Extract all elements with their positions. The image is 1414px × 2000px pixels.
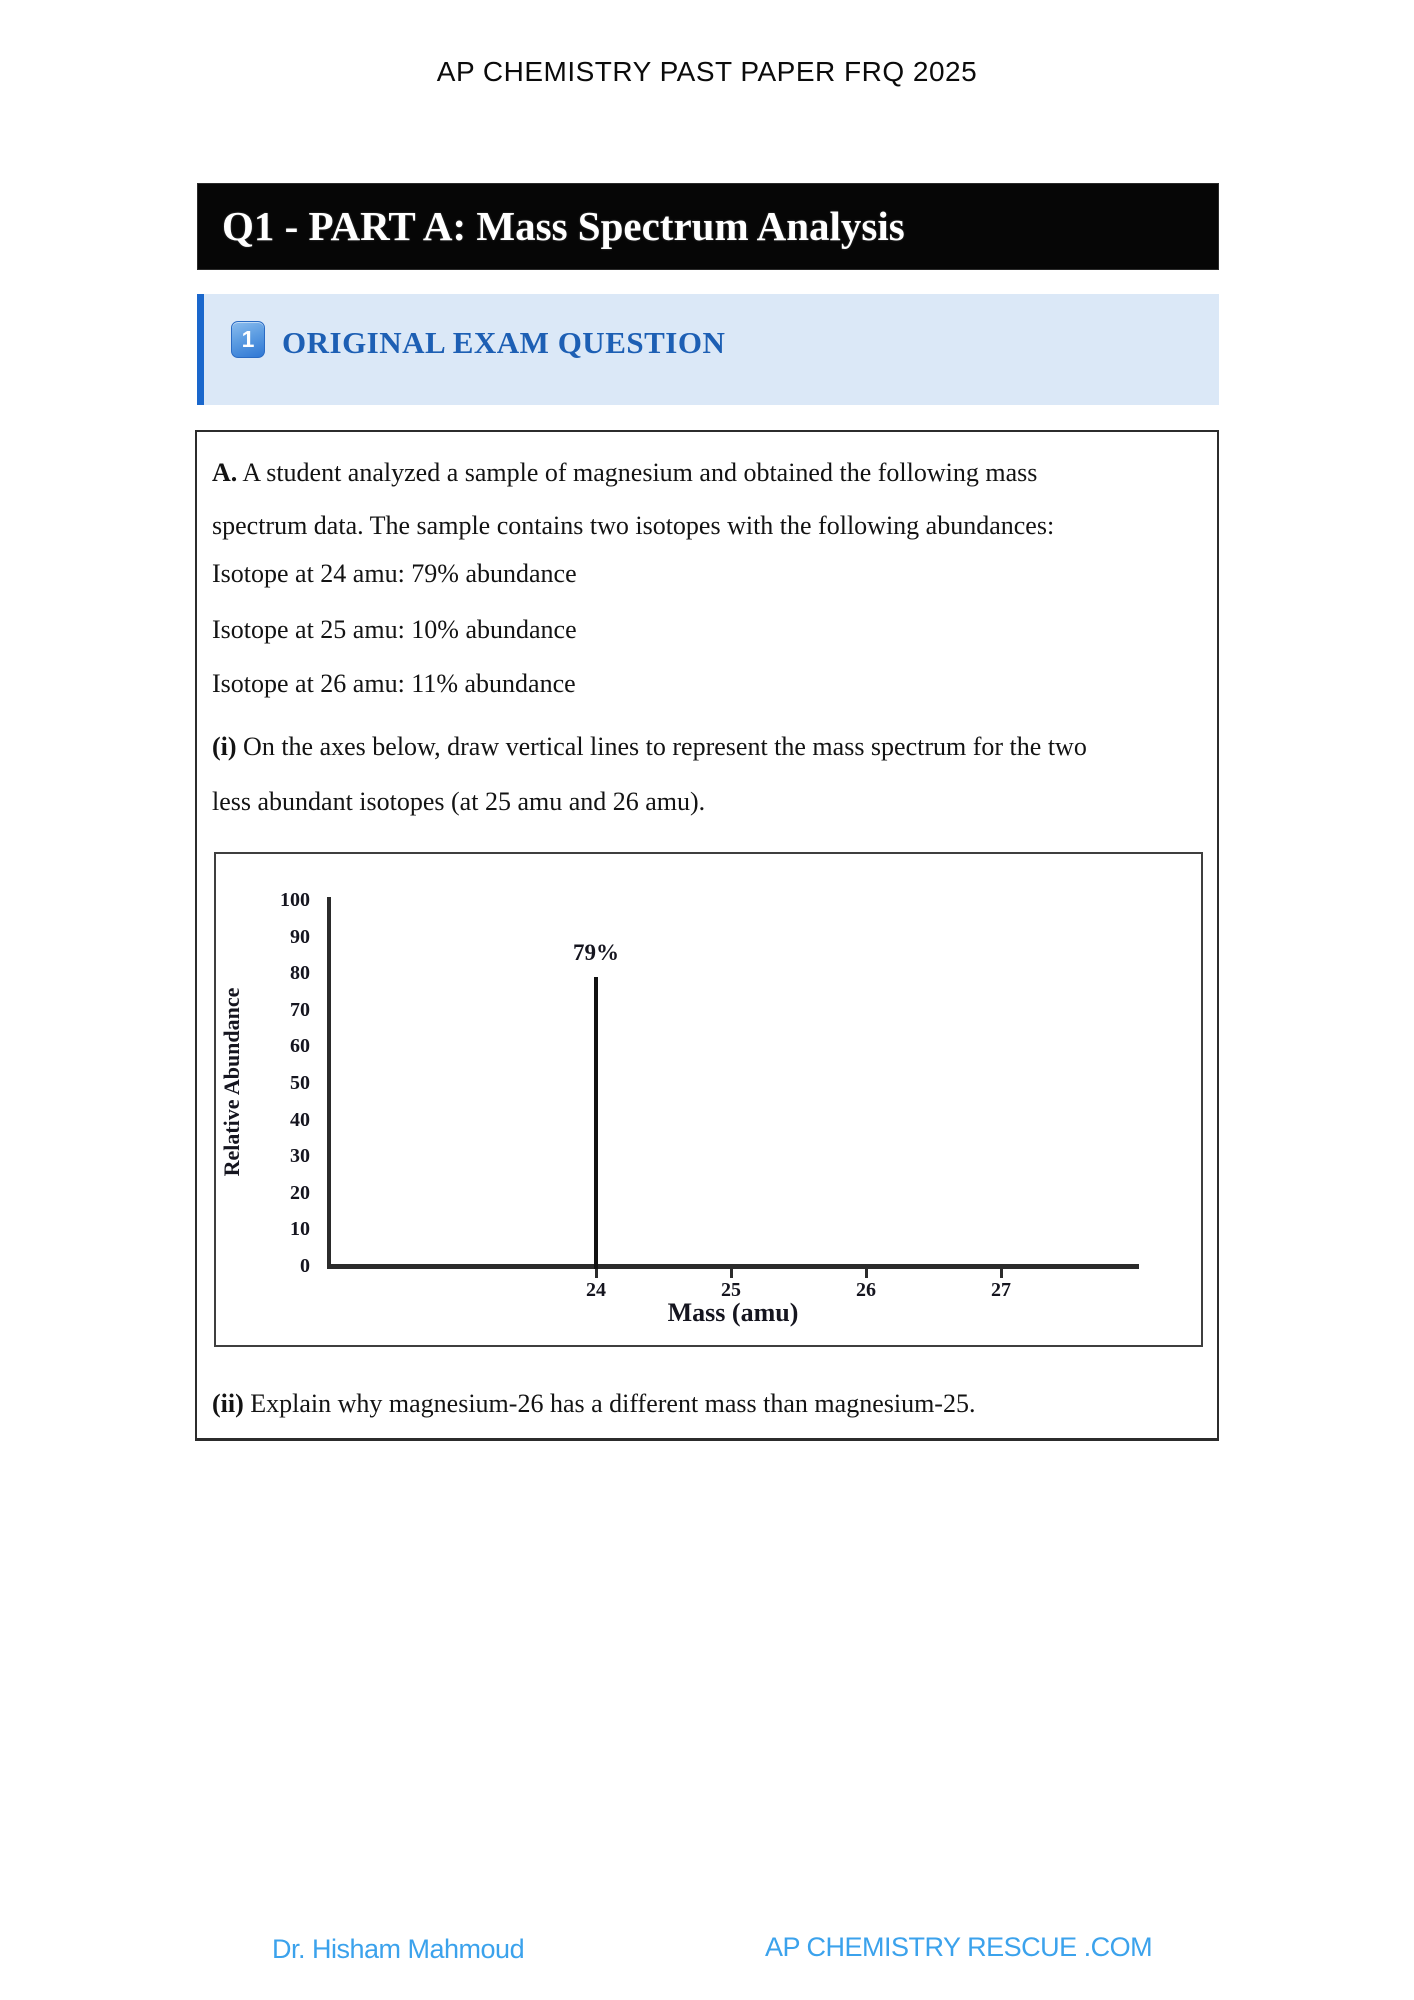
y-tick-label-30: 30 <box>290 1145 310 1168</box>
question-box: A. A student analyzed a sample of magnes… <box>195 430 1219 1441</box>
isotope-line-26: Isotope at 26 amu: 11% abundance <box>212 669 576 698</box>
y-tick-label-20: 20 <box>290 1181 310 1204</box>
y-tick-label-50: 50 <box>290 1072 310 1094</box>
y-tick-label-60: 60 <box>290 1035 310 1058</box>
y-tick-label-80: 80 <box>290 962 310 985</box>
peak-label-24amu: 79% <box>573 939 619 965</box>
y-tick-label-10: 10 <box>290 1218 310 1241</box>
x-axis-title: Mass (amu) <box>667 1298 799 1327</box>
y-tick-label-100: 100 <box>280 889 310 911</box>
part-i-line2: less abundant isotopes (at 25 amu and 26… <box>212 787 706 816</box>
section-title: ORIGINAL EXAM QUESTION <box>282 325 726 360</box>
isotope-line-24: Isotope at 24 amu: 79% abundance <box>212 559 577 588</box>
part-ii-line: (ii) Explain why magnesium-26 has a diff… <box>212 1389 976 1418</box>
x-tick-mark-25 <box>729 1269 733 1278</box>
peak-line-24amu <box>594 976 598 1269</box>
y-axis-line <box>327 897 331 1269</box>
footer-author: Dr. Hisham Mahmoud <box>272 1934 525 1964</box>
x-tick-label-25: 25 <box>721 1279 741 1301</box>
question-banner: Q1 - PART A: Mass Spectrum Analysis <box>197 183 1219 270</box>
x-tick-mark-24 <box>594 1269 598 1278</box>
question-a-label: A. <box>212 458 238 487</box>
part-ii-label: (ii) <box>212 1389 244 1418</box>
section-header: 1 ORIGINAL EXAM QUESTION <box>197 294 1219 405</box>
isotope-line-25: Isotope at 25 amu: 10% abundance <box>212 615 577 644</box>
y-tick-label-40: 40 <box>290 1108 310 1131</box>
y-tick-label-0: 0 <box>300 1255 310 1277</box>
x-tick-label-26: 26 <box>856 1279 876 1301</box>
question-intro-line2: spectrum data. The sample contains two i… <box>212 511 1055 540</box>
page-title: AP CHEMISTRY PAST PAPER FRQ 2025 <box>436 56 978 87</box>
y-tick-label-90: 90 <box>290 925 310 948</box>
x-tick-mark-27 <box>999 1269 1003 1278</box>
question-intro-line1: A. A student analyzed a sample of magnes… <box>212 458 1038 487</box>
x-tick-label-27: 27 <box>991 1279 1011 1301</box>
mass-spectrum-chart: Relative Abundance Mass (amu) 0 10 20 30 40 5… <box>214 852 1203 1347</box>
question-banner-title: Q1 - PART A: Mass Spectrum Analysis <box>222 203 905 249</box>
x-tick-label-24: 24 <box>586 1279 606 1301</box>
part-i-line1: (i) On the axes below, draw vertical lin… <box>212 732 1087 761</box>
x-tick-mark-26 <box>864 1269 868 1278</box>
footer-site-link: AP CHEMISTRY RESCUE .COM <box>765 1932 1153 1962</box>
y-tick-label-70: 70 <box>290 998 310 1021</box>
number-one-badge-icon: 1 <box>231 321 265 358</box>
part-i-label: (i) <box>212 732 237 761</box>
x-axis-line <box>327 1264 1139 1269</box>
